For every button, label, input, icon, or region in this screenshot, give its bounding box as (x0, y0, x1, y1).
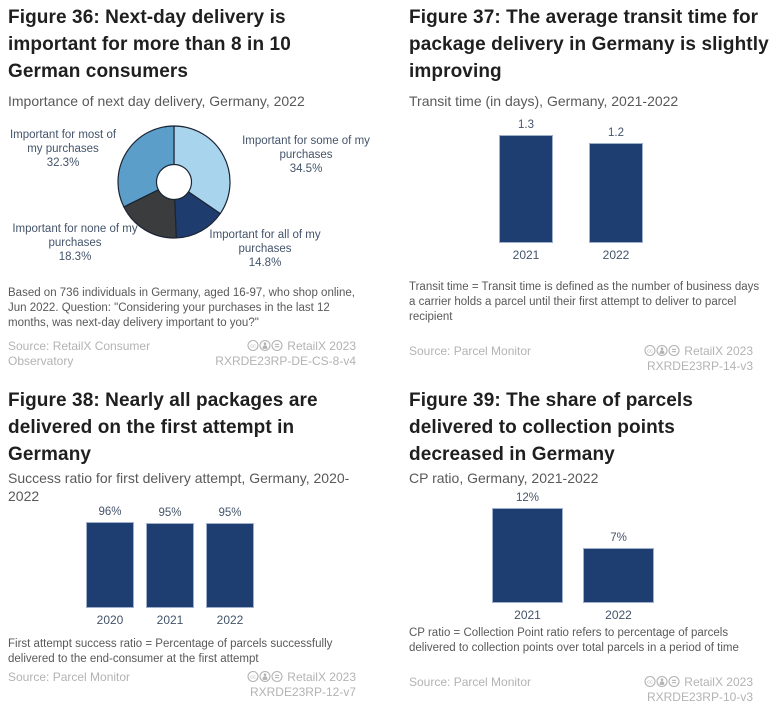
bar-category-label: 2021 (514, 608, 541, 622)
svg-text:cc: cc (250, 675, 256, 681)
bar-value-label: 12% (515, 492, 540, 504)
bar-category-label: 2022 (602, 248, 630, 262)
source-text: Source: Parcel Monitor (409, 675, 532, 689)
figure36-donut-chart: Important for most of my purchases 32.3%… (0, 118, 386, 286)
bar-category-label: 2021 (156, 613, 184, 627)
donut-label-text: Important for all of my purchases (209, 229, 321, 255)
donut-label-some: Important for some of my purchases 34.5% (242, 134, 370, 176)
license-block: cc RetailX 2023 RXRDE23RP-14-v3 (644, 344, 753, 374)
bar-category-label: 2021 (512, 248, 540, 262)
svg-text:cc: cc (647, 680, 653, 686)
donut-chart-svg (117, 125, 231, 239)
bar-category-label: 2022 (216, 613, 244, 627)
license-text: RetailX 2023 (684, 675, 753, 689)
svg-text:cc: cc (647, 349, 653, 355)
donut-slice (173, 125, 231, 215)
bar (146, 522, 194, 608)
cc-by-nd-license-icon: cc (247, 339, 283, 352)
bar (206, 522, 254, 608)
license-block: cc RetailX 2023 RXRDE23RP-10-v3 (644, 675, 753, 705)
donut-label-most: Important for most of my purchases 32.3% (2, 128, 124, 170)
donut-label-text: Important for most of my purchases (9, 129, 117, 155)
donut-label-text: Important for none of my purchases (12, 223, 138, 249)
figure37-bar-chart: 1.3 2021 1.2 2022 (386, 115, 773, 267)
figure39-footnote: CP ratio = Collection Point ratio refers… (409, 627, 739, 654)
source-text: Source: RetailX Consumer Observatory (8, 339, 151, 368)
figure-code: RXRDE23RP-14-v3 (646, 359, 753, 373)
figure39-title: Figure 39: The share of parcels delivere… (409, 390, 693, 465)
figure39-source-row: Source: Parcel Monitor cc RetailX 2023 R… (409, 675, 753, 705)
donut-slice (117, 125, 175, 208)
figure37-title: Figure 37: The average transit time for … (409, 7, 769, 82)
figure36-source-row: Source: RetailX Consumer Observatory cc … (8, 339, 356, 369)
figure37-footnote: Transit time = Transit time is defined a… (409, 281, 760, 323)
source-text: Source: Parcel Monitor (8, 670, 131, 684)
license-text: RetailX 2023 (684, 344, 753, 358)
cc-by-nd-license-icon: cc (644, 344, 680, 357)
figure37-source-row: Source: Parcel Monitor cc RetailX 2023 R… (409, 344, 753, 374)
svg-text:cc: cc (250, 344, 256, 350)
figure38-source-row: Source: Parcel Monitor cc RetailX 2023 R… (8, 670, 356, 700)
figure-code: RXRDE23RP-12-v7 (249, 685, 356, 699)
bar-value-label: 7% (610, 531, 627, 544)
figure38-title: Figure 38: Nearly all packages are deliv… (8, 390, 318, 465)
license-text: RetailX 2023 (287, 339, 356, 353)
bar-category-label: 2020 (96, 613, 124, 627)
bar (583, 547, 654, 603)
figure-code: RXRDE23RP-DE-CS-8-v4 (215, 354, 356, 368)
license-block: cc RetailX 2023 RXRDE23RP-12-v7 (247, 670, 356, 700)
donut-label-pct: 32.3% (46, 157, 80, 169)
donut-label-pct: 18.3% (58, 251, 92, 263)
bar (492, 508, 563, 603)
figure36-subtitle: Importance of next day delivery, Germany… (8, 93, 305, 109)
figure38-footnote: First attempt success ratio = Percentage… (8, 638, 333, 665)
bar (589, 143, 643, 243)
donut-label-text: Important for some of my purchases (242, 135, 370, 161)
cc-by-nd-license-icon: cc (644, 675, 680, 688)
bar-value-label: 1.2 (608, 127, 624, 140)
license-text: RetailX 2023 (287, 670, 356, 684)
figure38-subtitle: Success ratio for first delivery attempt… (8, 470, 350, 504)
figure38-bar-chart: 96% 2020 95% 2021 95% 2022 (0, 500, 386, 630)
source-text: Source: Parcel Monitor (409, 344, 532, 358)
bar-category-label: 2022 (605, 608, 632, 622)
donut-label-pct: 14.8% (248, 257, 282, 269)
bar (86, 522, 134, 608)
cc-by-nd-license-icon: cc (247, 670, 283, 683)
donut-slice (123, 189, 177, 239)
figure-code: RXRDE23RP-10-v3 (646, 690, 753, 704)
figure37-subtitle: Transit time (in days), Germany, 2021-20… (409, 93, 679, 109)
bar-value-label: 1.3 (518, 119, 534, 131)
bar (499, 135, 553, 243)
bar-value-label: 95% (218, 506, 242, 519)
donut-label-none: Important for none of my purchases 18.3% (8, 222, 142, 264)
figure36-title: Figure 36: Next-day delivery is importan… (8, 7, 291, 82)
license-block: cc RetailX 2023 RXRDE23RP-DE-CS-8-v4 (215, 339, 356, 369)
bar-value-label: 95% (158, 506, 182, 519)
figure39-subtitle: CP ratio, Germany, 2021-2022 (409, 470, 599, 486)
donut-label-pct: 34.5% (289, 163, 323, 175)
figure39-bar-chart: 12% 2021 7% 2022 (386, 488, 773, 623)
donut-label-all: Important for all of my purchases 14.8% (198, 228, 332, 270)
figure36-footnote: Based on 736 individuals in Germany, age… (8, 287, 355, 329)
bar-value-label: 96% (98, 506, 122, 518)
